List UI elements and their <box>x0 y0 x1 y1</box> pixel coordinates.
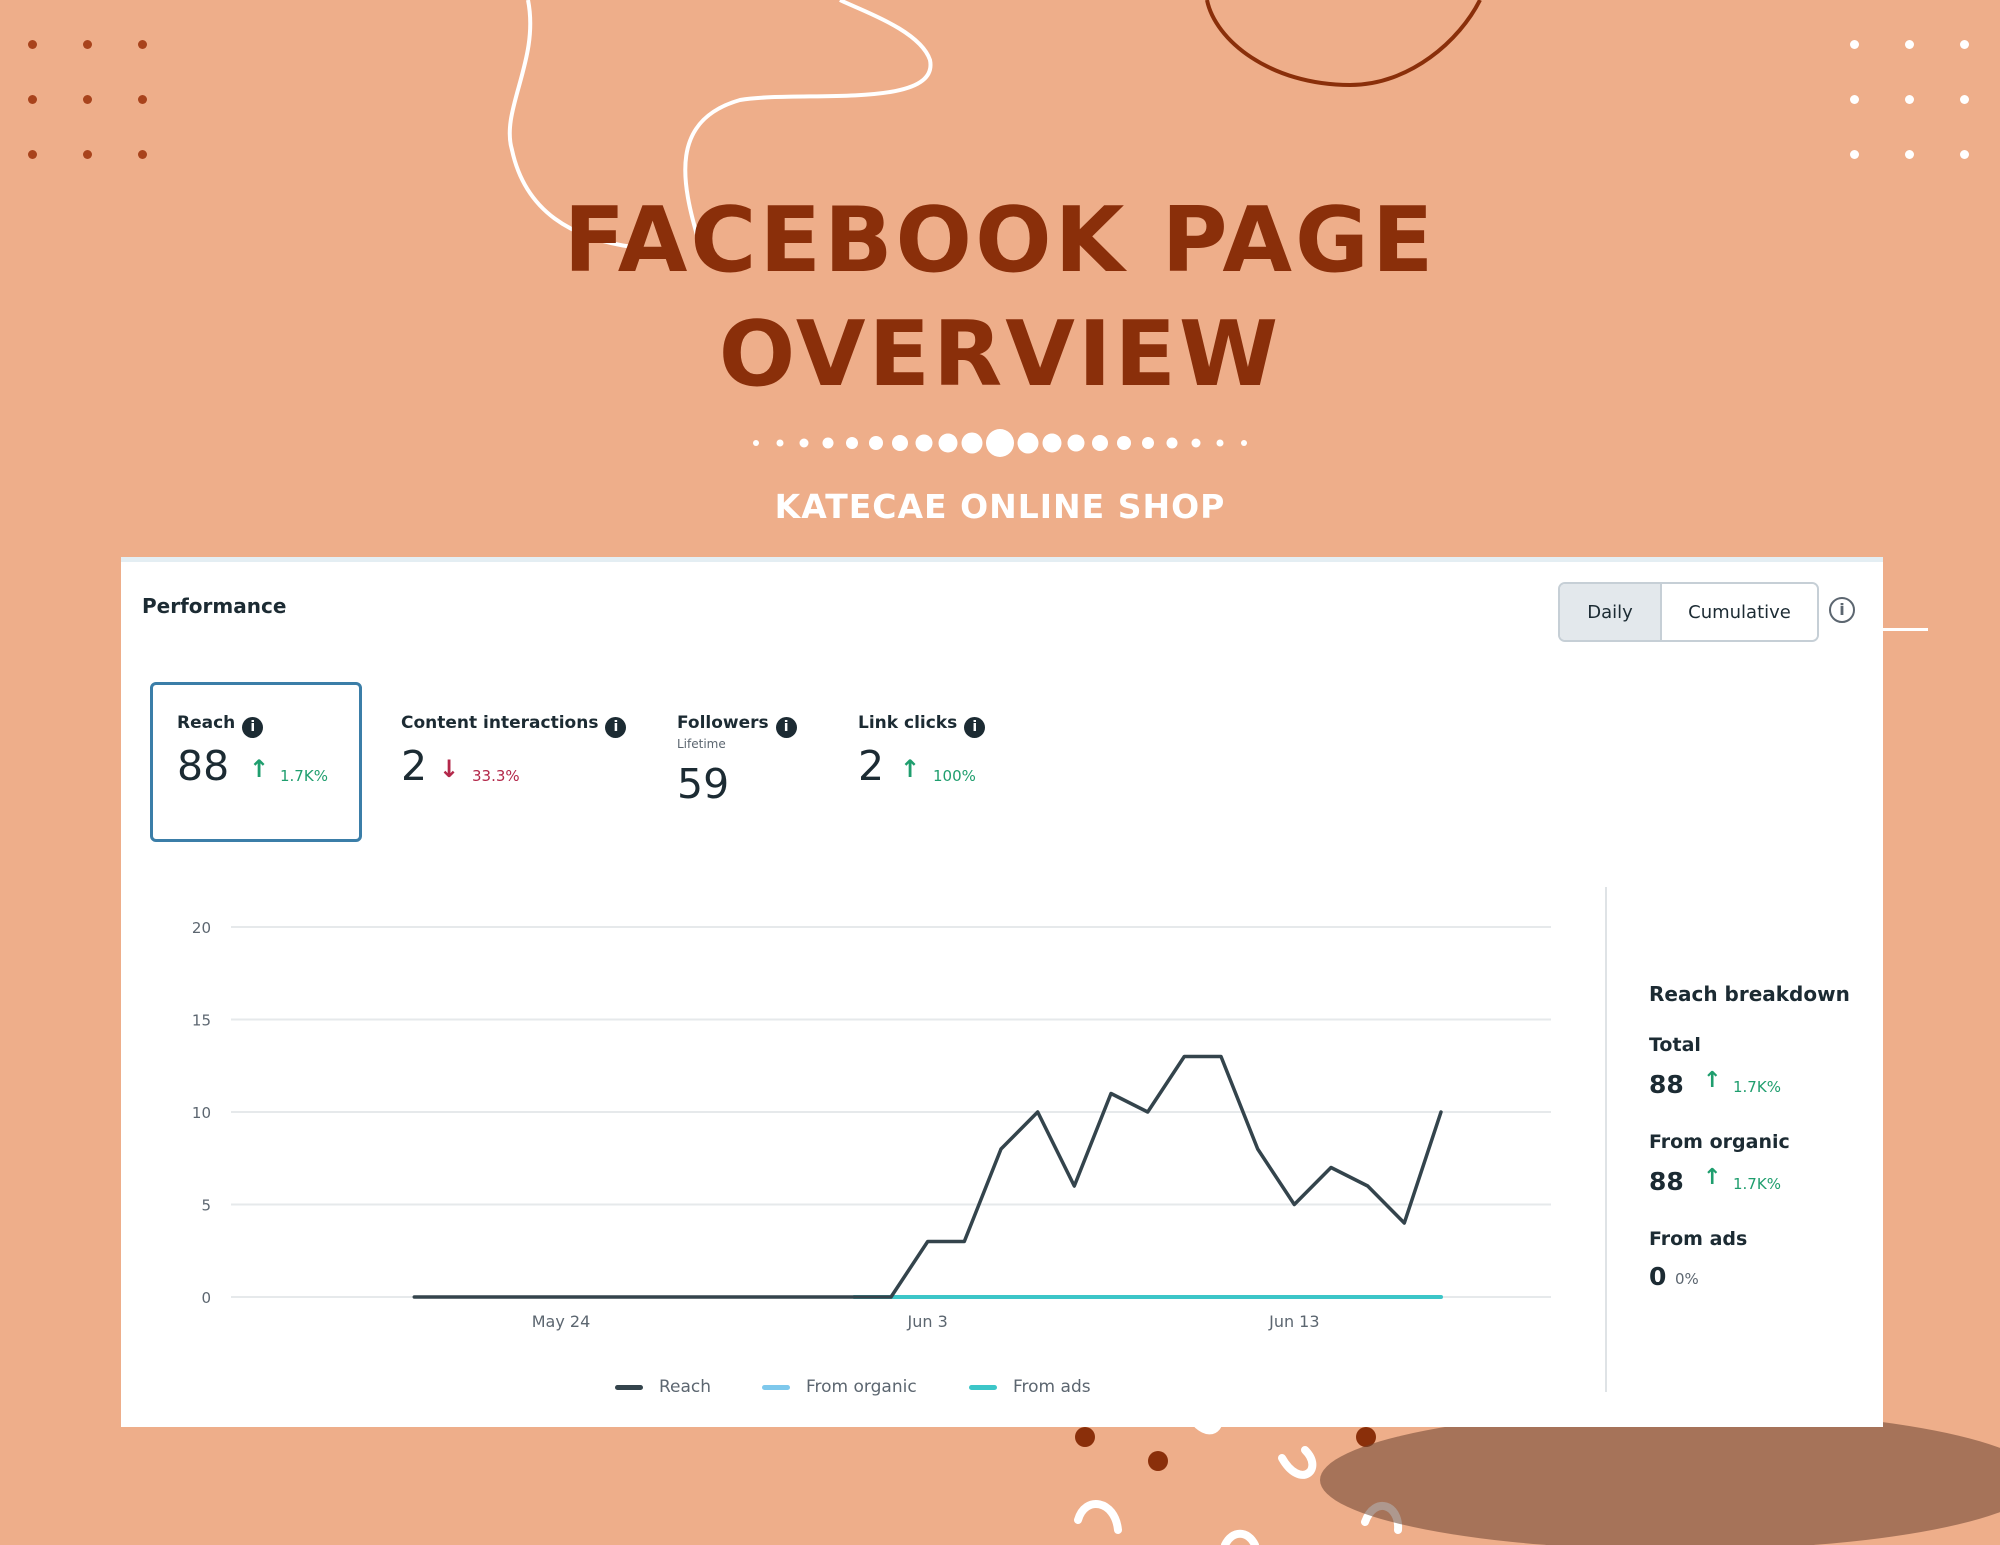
shop-name: KATECAE ONLINE SHOP <box>774 487 1226 526</box>
page-title-line2: OVERVIEW <box>718 302 1282 407</box>
metric-link-clicks-label: Link clicks <box>858 713 958 733</box>
performance-card: Performance Daily Cumulative i Reach i 88… <box>121 557 1883 1427</box>
legend-swatch <box>762 1384 790 1390</box>
breakdown-title: Reach breakdown <box>1649 982 1850 1006</box>
metric-reach[interactable]: Reach i 88 ↑ 1.7K% <box>150 682 362 842</box>
performance-title: Performance <box>142 594 287 618</box>
info-icon[interactable]: i <box>605 717 627 738</box>
metric-link-clicks-change: 100% <box>933 767 976 785</box>
info-icon[interactable]: i <box>1829 597 1855 623</box>
info-icon[interactable]: i <box>964 717 986 738</box>
breakdown-ads-change: 0% <box>1675 1270 1699 1288</box>
breakdown-ads-value: 0 <box>1649 1262 1667 1291</box>
legend-from-organic[interactable]: From organic <box>762 1372 917 1402</box>
metric-followers-value: 59 <box>677 760 730 808</box>
arrow-up-icon: ↑ <box>900 755 921 783</box>
daily-toggle-button[interactable]: Daily <box>1560 584 1662 640</box>
x-tick-label: Jun 3 <box>907 1312 948 1331</box>
breakdown-total-value: 88 <box>1649 1070 1684 1099</box>
breakdown-organic-value: 88 <box>1649 1167 1684 1196</box>
arrow-up-icon: ↑ <box>1703 1165 1722 1190</box>
metric-content-interactions-value: 2 <box>401 742 428 790</box>
metric-content-interactions-label: Content interactions <box>401 713 599 733</box>
breakdown-ads-label: From ads <box>1649 1228 1748 1250</box>
series-line-from-organic <box>412 1055 1443 1299</box>
legend-label: From ads <box>1013 1377 1091 1397</box>
metric-reach-change: 1.7K% <box>280 767 328 785</box>
x-tick-label: Jun 13 <box>1268 1312 1319 1331</box>
x-tick-label: May 24 <box>532 1312 591 1331</box>
legend-reach[interactable]: Reach <box>615 1372 711 1402</box>
arrow-up-icon: ↑ <box>1703 1068 1722 1093</box>
y-tick-label: 15 <box>192 1012 211 1030</box>
info-icon[interactable]: i <box>775 717 797 738</box>
breakdown-organic-label: From organic <box>1649 1131 1790 1153</box>
page-title-line1: FACEBOOK PAGE <box>563 188 1437 293</box>
breakdown-organic-change: 1.7K% <box>1733 1175 1781 1193</box>
cumulative-toggle-button[interactable]: Cumulative <box>1662 584 1817 640</box>
legend-from-ads[interactable]: From ads <box>969 1372 1091 1402</box>
info-icon[interactable]: i <box>242 717 264 738</box>
y-tick-label: 10 <box>192 1104 211 1122</box>
legend-label: Reach <box>659 1377 712 1397</box>
breakdown-total-label: Total <box>1649 1034 1701 1056</box>
breakdown-total-change: 1.7K% <box>1733 1078 1781 1096</box>
bead-divider <box>740 428 1260 458</box>
metric-link-clicks[interactable]: Link clicks i 2 ↑ 100% <box>858 685 1018 835</box>
metric-followers-label: Followers <box>677 713 769 733</box>
legend-swatch <box>615 1384 643 1390</box>
metric-content-interactions-change: 33.3% <box>472 767 520 785</box>
view-toggle: Daily Cumulative <box>1558 582 1819 642</box>
metric-reach-value: 88 <box>177 742 230 790</box>
decorative-dash <box>1883 628 1928 631</box>
metric-reach-label: Reach <box>177 713 236 733</box>
metric-link-clicks-value: 2 <box>858 742 885 790</box>
series-line-reach <box>412 1054 1443 1299</box>
y-tick-label: 5 <box>201 1197 211 1215</box>
metric-followers-sublabel: Lifetime <box>677 737 726 751</box>
y-tick-label: 20 <box>192 919 211 937</box>
metric-content-interactions[interactable]: Content interactions i 2 ↓ 33.3% <box>401 685 641 835</box>
y-tick-label: 0 <box>201 1289 211 1307</box>
arrow-up-icon: ↑ <box>249 755 270 783</box>
arrow-down-icon: ↓ <box>439 755 460 783</box>
metric-followers[interactable]: Followers i Lifetime 59 <box>677 685 817 835</box>
chart-divider <box>1605 887 1607 1392</box>
legend-label: From organic <box>806 1377 917 1397</box>
reach-line-chart: 0 5 10 15 20 May 24 Jun 3 Jun 13 <box>192 919 1551 1331</box>
legend-swatch <box>969 1384 997 1390</box>
